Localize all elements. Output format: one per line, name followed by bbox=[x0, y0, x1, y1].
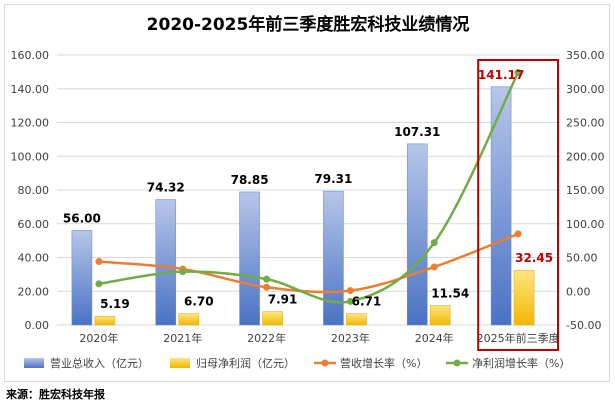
legend-label: 营业总收入（亿元） bbox=[50, 356, 149, 370]
legend-label: 营收增长率（%） bbox=[340, 356, 427, 370]
bar-series bbox=[71, 86, 535, 326]
category-label: 2025年前三季度 bbox=[477, 331, 560, 345]
left-tick-label: 0.00 bbox=[25, 319, 50, 332]
profit-bar bbox=[94, 315, 116, 326]
right-tick-label: 200.00 bbox=[566, 150, 605, 163]
revenue-growth-marker bbox=[430, 263, 438, 271]
left-tick-label: 40.00 bbox=[18, 252, 50, 265]
profit-growth-marker bbox=[179, 268, 187, 276]
right-tick-label: 300.00 bbox=[566, 83, 605, 96]
line-series bbox=[95, 69, 522, 305]
profit-data-label: 11.54 bbox=[431, 287, 469, 301]
legend-marker bbox=[321, 359, 329, 367]
profit-growth-marker bbox=[346, 297, 354, 305]
left-tick-label: 120.00 bbox=[11, 117, 50, 130]
left-tick-label: 80.00 bbox=[18, 184, 50, 197]
revenue-data-label: 107.31 bbox=[394, 125, 440, 139]
revenue-bar bbox=[323, 190, 344, 326]
legend-swatch bbox=[170, 358, 190, 368]
revenue-data-label: 74.32 bbox=[147, 181, 185, 195]
profit-data-label: 5.19 bbox=[100, 297, 130, 311]
profit-growth-marker bbox=[430, 239, 438, 247]
legend-label: 归母净利润（亿元） bbox=[196, 356, 295, 370]
revenue-data-label: 79.31 bbox=[314, 172, 352, 186]
profit-bar bbox=[178, 313, 200, 326]
left-tick-label: 60.00 bbox=[18, 218, 50, 231]
right-axis: -50.00 0.00 50.00 100.00 150.00 200.00 250.00 3… bbox=[566, 49, 605, 332]
revenue-data-label: 141.17 bbox=[478, 68, 524, 82]
left-axis: 0.00 20.00 40.00 60.00 80.00 100.00 120.00 140.… bbox=[11, 49, 50, 332]
revenue-growth-marker bbox=[346, 287, 354, 295]
profit-data-label: 32.45 bbox=[515, 251, 553, 265]
legend-marker bbox=[453, 359, 461, 367]
profit-bar bbox=[513, 269, 535, 326]
profit-bar bbox=[429, 305, 451, 326]
profit-bar bbox=[262, 311, 283, 326]
right-tick-label: 350.00 bbox=[566, 49, 605, 62]
revenue-growth-marker bbox=[514, 230, 522, 238]
category-label: 2020年 bbox=[79, 331, 118, 345]
right-tick-label: 100.00 bbox=[566, 218, 605, 231]
performance-chart: 2020-2025年前三季度胜宏科技业绩情况 0.00 20.00 40.00 60.… bbox=[11, 14, 605, 370]
legend-swatch bbox=[24, 358, 44, 368]
revenue-bar bbox=[406, 143, 428, 326]
source-note: 来源：胜宏科技年报 bbox=[6, 388, 105, 401]
profit-growth-marker bbox=[95, 280, 103, 288]
left-tick-label: 140.00 bbox=[11, 83, 50, 96]
right-tick-label: 150.00 bbox=[566, 184, 605, 197]
profit-data-label: 6.70 bbox=[184, 295, 214, 309]
grid-lines bbox=[57, 54, 560, 326]
revenue-bar bbox=[155, 199, 177, 326]
legend-label: 净利润增长率（%） bbox=[472, 356, 570, 370]
revenue-bar bbox=[71, 230, 93, 326]
chart-frame bbox=[4, 4, 610, 382]
revenue-growth-line bbox=[98, 232, 519, 294]
revenue-growth-marker bbox=[263, 283, 271, 291]
highlight-box bbox=[477, 59, 559, 351]
chart-title: 2020-2025年前三季度胜宏科技业绩情况 bbox=[147, 14, 470, 35]
category-label: 2024年 bbox=[415, 331, 454, 345]
profit-growth-marker bbox=[263, 275, 271, 283]
revenue-bar bbox=[239, 191, 260, 326]
profit-data-label: 7.91 bbox=[268, 293, 298, 307]
category-label: 2022年 bbox=[247, 331, 286, 345]
revenue-growth-marker bbox=[95, 258, 103, 266]
category-label: 2023年 bbox=[331, 331, 370, 345]
category-label: 2021年 bbox=[163, 331, 202, 345]
left-tick-label: 160.00 bbox=[11, 49, 50, 62]
left-tick-label: 100.00 bbox=[11, 150, 50, 163]
profit-data-label: 6.71 bbox=[352, 295, 382, 309]
revenue-data-label: 78.85 bbox=[231, 173, 269, 187]
revenue-data-label: 56.00 bbox=[63, 212, 101, 226]
category-axis: 2020年 2021年 2022年 2023年 2024年 2025年前三季度 bbox=[79, 331, 559, 345]
revenue-bar bbox=[490, 86, 512, 326]
right-tick-label: 0.00 bbox=[566, 285, 591, 298]
legend: 营业总收入（亿元） 归母净利润（亿元） 营收增长率（%） 净利润增长率（%） bbox=[24, 356, 570, 370]
right-tick-label: 50.00 bbox=[566, 252, 598, 265]
profit-growth-marker bbox=[514, 69, 522, 77]
data-labels: 56.00 5.19 74.32 6.70 78.85 7.91 79.31 6.71 107.… bbox=[63, 68, 553, 311]
left-tick-label: 20.00 bbox=[18, 285, 50, 298]
right-tick-label: 250.00 bbox=[566, 117, 605, 130]
right-tick-label: -50.00 bbox=[566, 319, 601, 332]
profit-bar bbox=[346, 313, 367, 326]
